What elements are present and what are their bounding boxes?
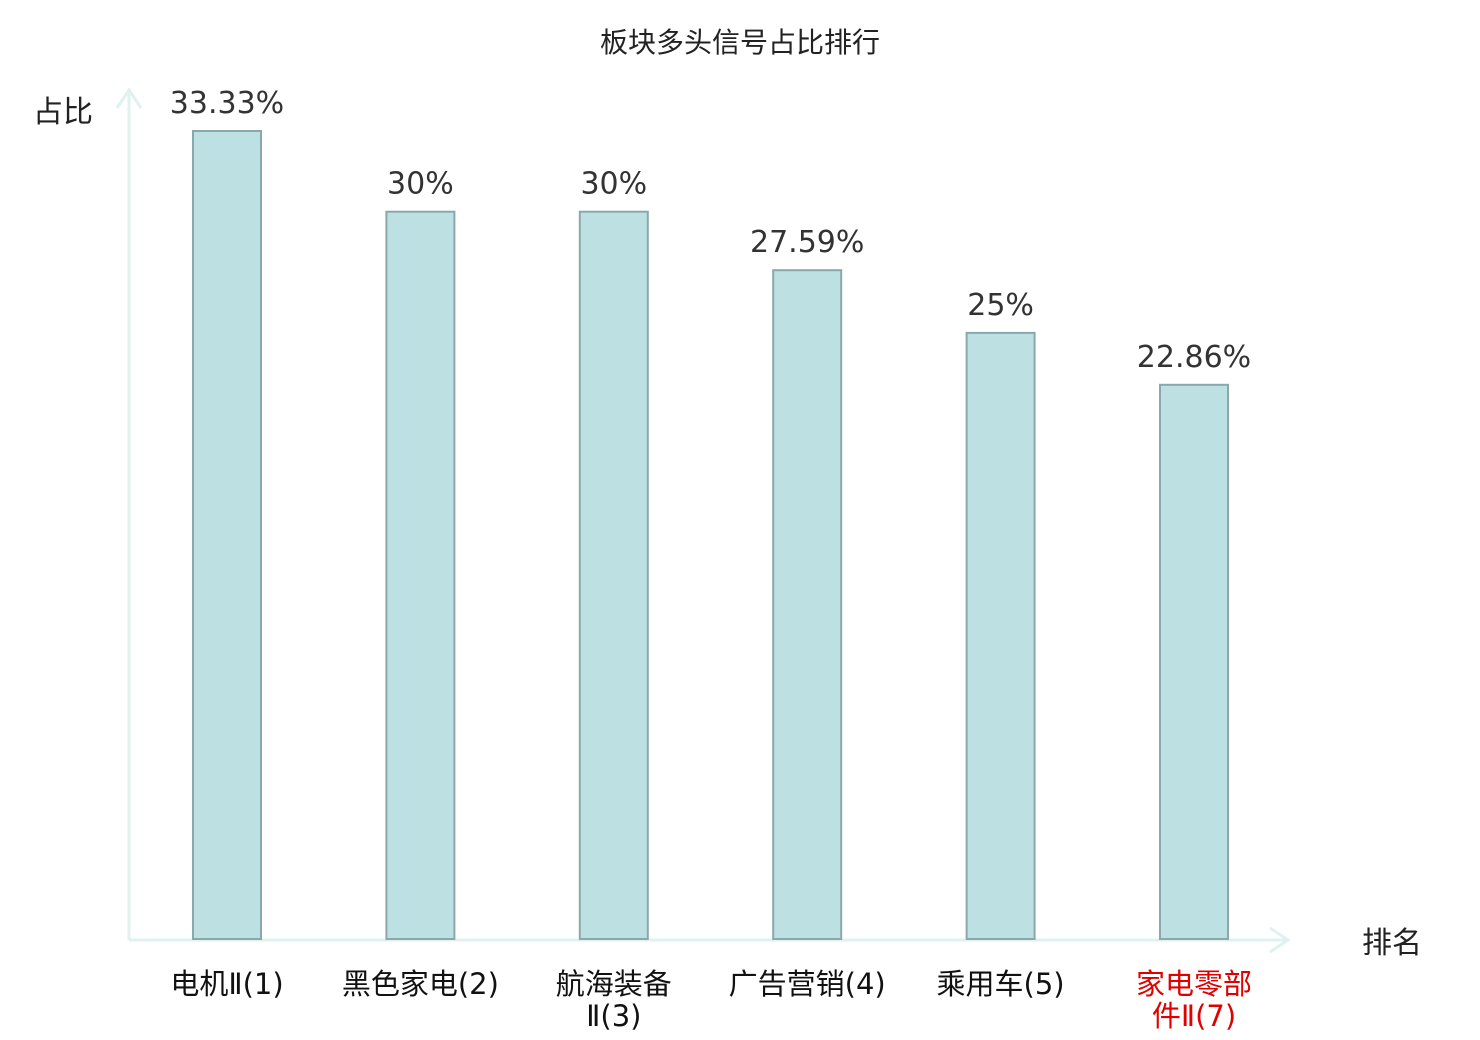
bar-value-label: 25%	[967, 288, 1034, 323]
category-tick-label-line: 广告营销(4)	[729, 967, 886, 1001]
category-tick-label-line: 电机Ⅱ(1)	[170, 967, 283, 1001]
category-tick-label: 航海装备 Ⅱ(3)	[556, 967, 672, 1033]
category-tick-label-line: Ⅱ(3)	[586, 999, 641, 1033]
category-tick-label-line: 航海装备	[556, 967, 672, 1001]
bar	[192, 130, 262, 940]
bar	[385, 210, 456, 940]
x-axis-arrow	[1269, 926, 1291, 954]
category-tick-label: 电机Ⅱ(1)	[170, 967, 283, 1001]
category-tick-label-line: 家电零部	[1136, 967, 1252, 1001]
category-tick-label-line: 黑色家电(2)	[342, 967, 499, 1001]
category-tick-label: 家电零部件Ⅱ(7)	[1136, 967, 1252, 1033]
y-axis	[115, 87, 143, 940]
x-axis	[129, 926, 1291, 954]
bar	[1159, 383, 1229, 940]
x-axis-label: 排名	[1362, 926, 1422, 961]
y-axis-arrow	[115, 87, 143, 109]
category-tick-label: 广告营销(4)	[729, 967, 886, 1001]
bar-value-label: 27.59%	[750, 225, 864, 260]
bar	[578, 210, 649, 940]
bar-value-label: 22.86%	[1137, 340, 1251, 375]
bar	[772, 269, 843, 940]
bar-value-label: 30%	[580, 167, 647, 202]
category-tick-label-line: 乘用车(5)	[937, 967, 1065, 1001]
bar-value-label: 33.33%	[170, 86, 284, 121]
category-tick-label: 黑色家电(2)	[342, 967, 499, 1001]
bar	[965, 331, 1036, 940]
chart-title: 板块多头信号占比排行	[600, 26, 880, 59]
y-axis-label: 占比	[33, 95, 93, 130]
category-tick-label: 乘用车(5)	[937, 967, 1065, 1001]
category-tick-labels: 电机Ⅱ(1) 黑色家电(2) 航海装备 Ⅱ(3) 广告营销(4) 乘用车(5) 家电零部件Ⅱ…	[170, 967, 1252, 1033]
bars	[192, 130, 1229, 940]
bar-value-label: 30%	[387, 167, 454, 202]
value-labels: 33.33% 30% 30% 27.59% 25% 22.86%	[170, 86, 1251, 375]
category-tick-label-line: 件Ⅱ(7)	[1152, 999, 1236, 1033]
